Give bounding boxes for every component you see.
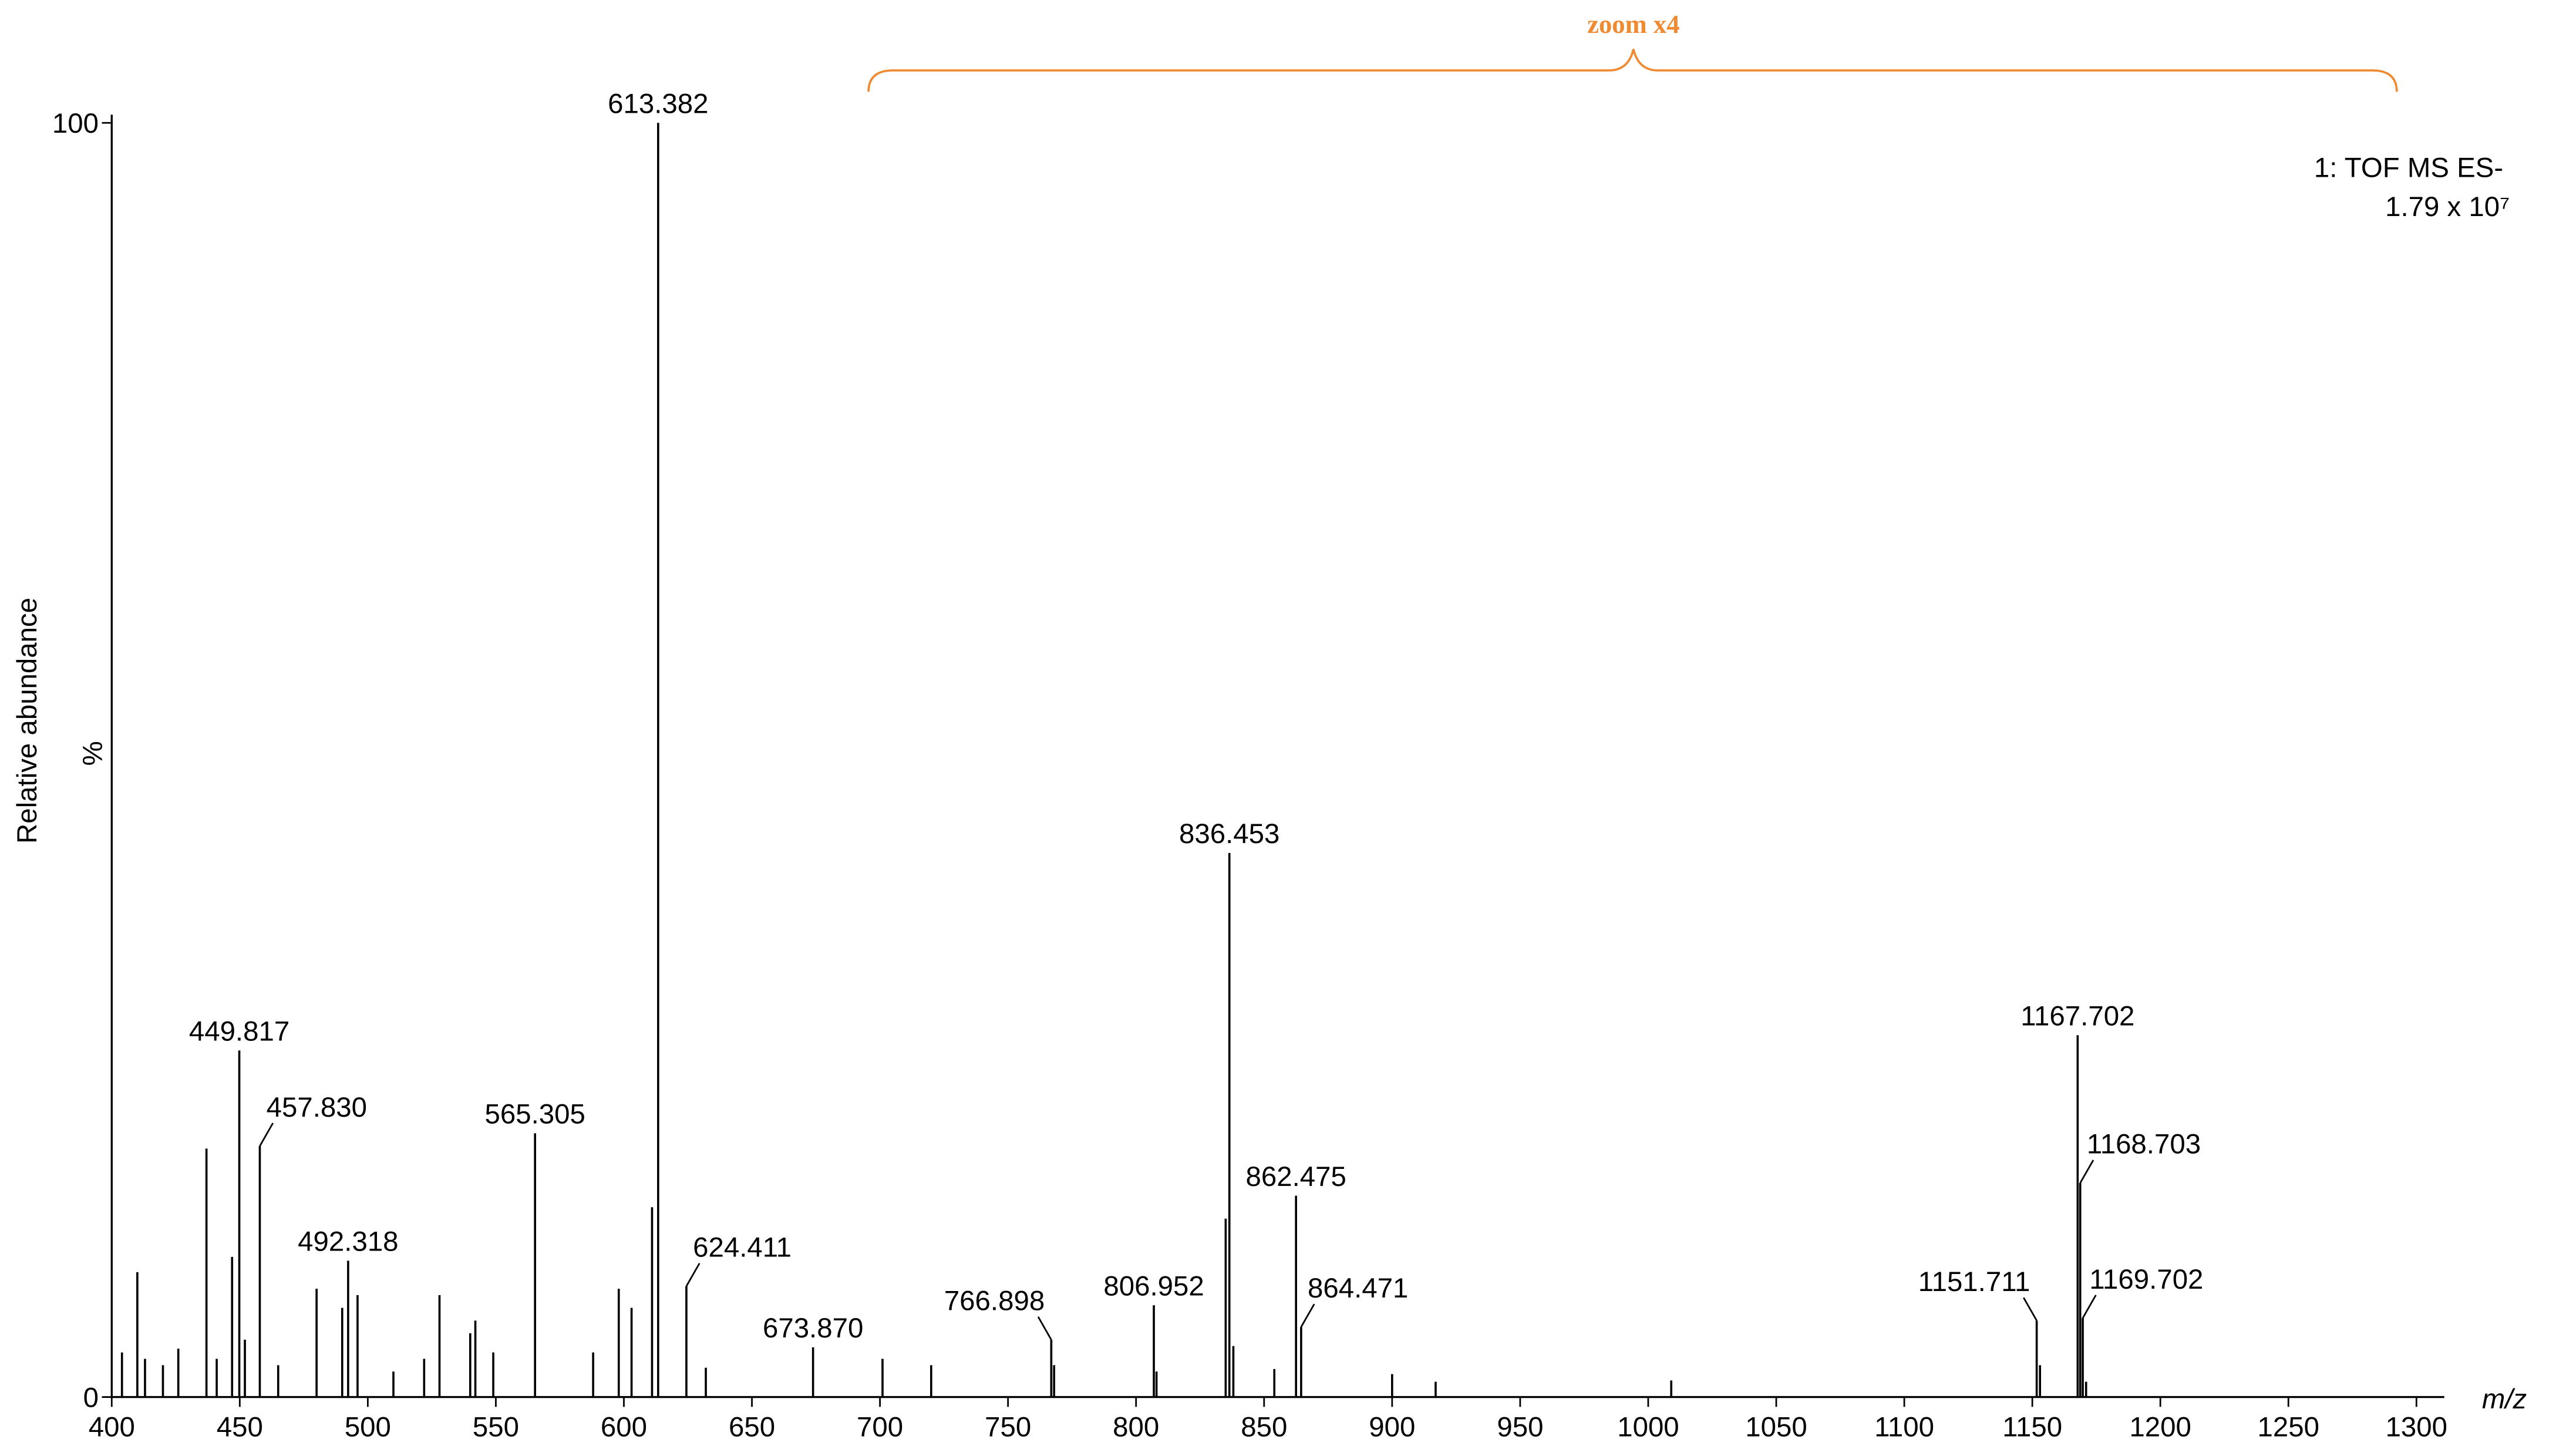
x-tick-label: 850 [1241,1412,1287,1443]
y-axis-label: Relative abundance [12,598,43,844]
label-leader [2079,1160,2094,1184]
peak-label: 613.382 [608,88,708,119]
x-tick-label: 700 [857,1412,903,1443]
x-tick-label: 400 [89,1412,135,1443]
x-tick-label: 1250 [2258,1412,2319,1443]
x-tick-label: 1000 [1617,1412,1679,1443]
x-tick-label: 1150 [2002,1412,2062,1443]
x-tick-label: 650 [729,1412,775,1443]
x-tick-label: 950 [1497,1412,1543,1443]
peak-label: 565.305 [485,1099,585,1130]
intensity-label: 1.79 x 10⁷ [2385,191,2510,223]
peak-label: 864.471 [1308,1273,1408,1304]
y-unit: % [78,741,109,766]
x-tick-label: 900 [1369,1412,1415,1443]
peak-label: 862.475 [1246,1161,1346,1192]
peak-label: 624.411 [693,1232,792,1263]
peak-label: 449.817 [189,1016,289,1047]
x-tick-label: 1200 [2129,1412,2191,1443]
label-leader [2082,1295,2097,1319]
zoom-annotation: zoom x4 [1587,9,1679,39]
x-tick-label: 750 [985,1412,1031,1443]
x-tick-label: 1300 [2386,1412,2447,1443]
x-tick-label: 600 [601,1412,647,1443]
peak-label: 673.870 [763,1313,863,1344]
label-leader [1300,1303,1315,1327]
peak-label: 766.898 [944,1286,1045,1317]
peak-label: 1151.711 [1918,1266,2030,1297]
x-tick-label: 450 [217,1412,263,1443]
x-tick-label: 1050 [1745,1412,1807,1443]
x-tick-label: 500 [345,1412,391,1443]
y-tick-label: 100 [52,108,99,139]
instrument-label: 1: TOF MS ES- [2314,152,2503,183]
label-leader [2023,1297,2038,1322]
x-tick-label: 800 [1113,1412,1159,1443]
label-leader [1037,1316,1052,1340]
x-tick-label: 550 [473,1412,519,1443]
peak-label: 457.830 [267,1092,367,1123]
y-tick-label: 0 [83,1382,99,1413]
peak-label: 492.318 [298,1226,398,1258]
x-axis-label: m/z [2482,1384,2527,1415]
label-leader [259,1123,274,1147]
peak-label: 1167.702 [2020,1000,2134,1032]
peak-label: 1169.702 [2089,1264,2203,1295]
zoom-brace [867,49,2398,92]
peak-label: 1168.703 [2087,1129,2201,1160]
label-leader [685,1263,701,1287]
x-tick-label: 1100 [1874,1412,1934,1443]
peak-label: 806.952 [1103,1271,1204,1302]
peak-label: 836.453 [1179,818,1279,850]
